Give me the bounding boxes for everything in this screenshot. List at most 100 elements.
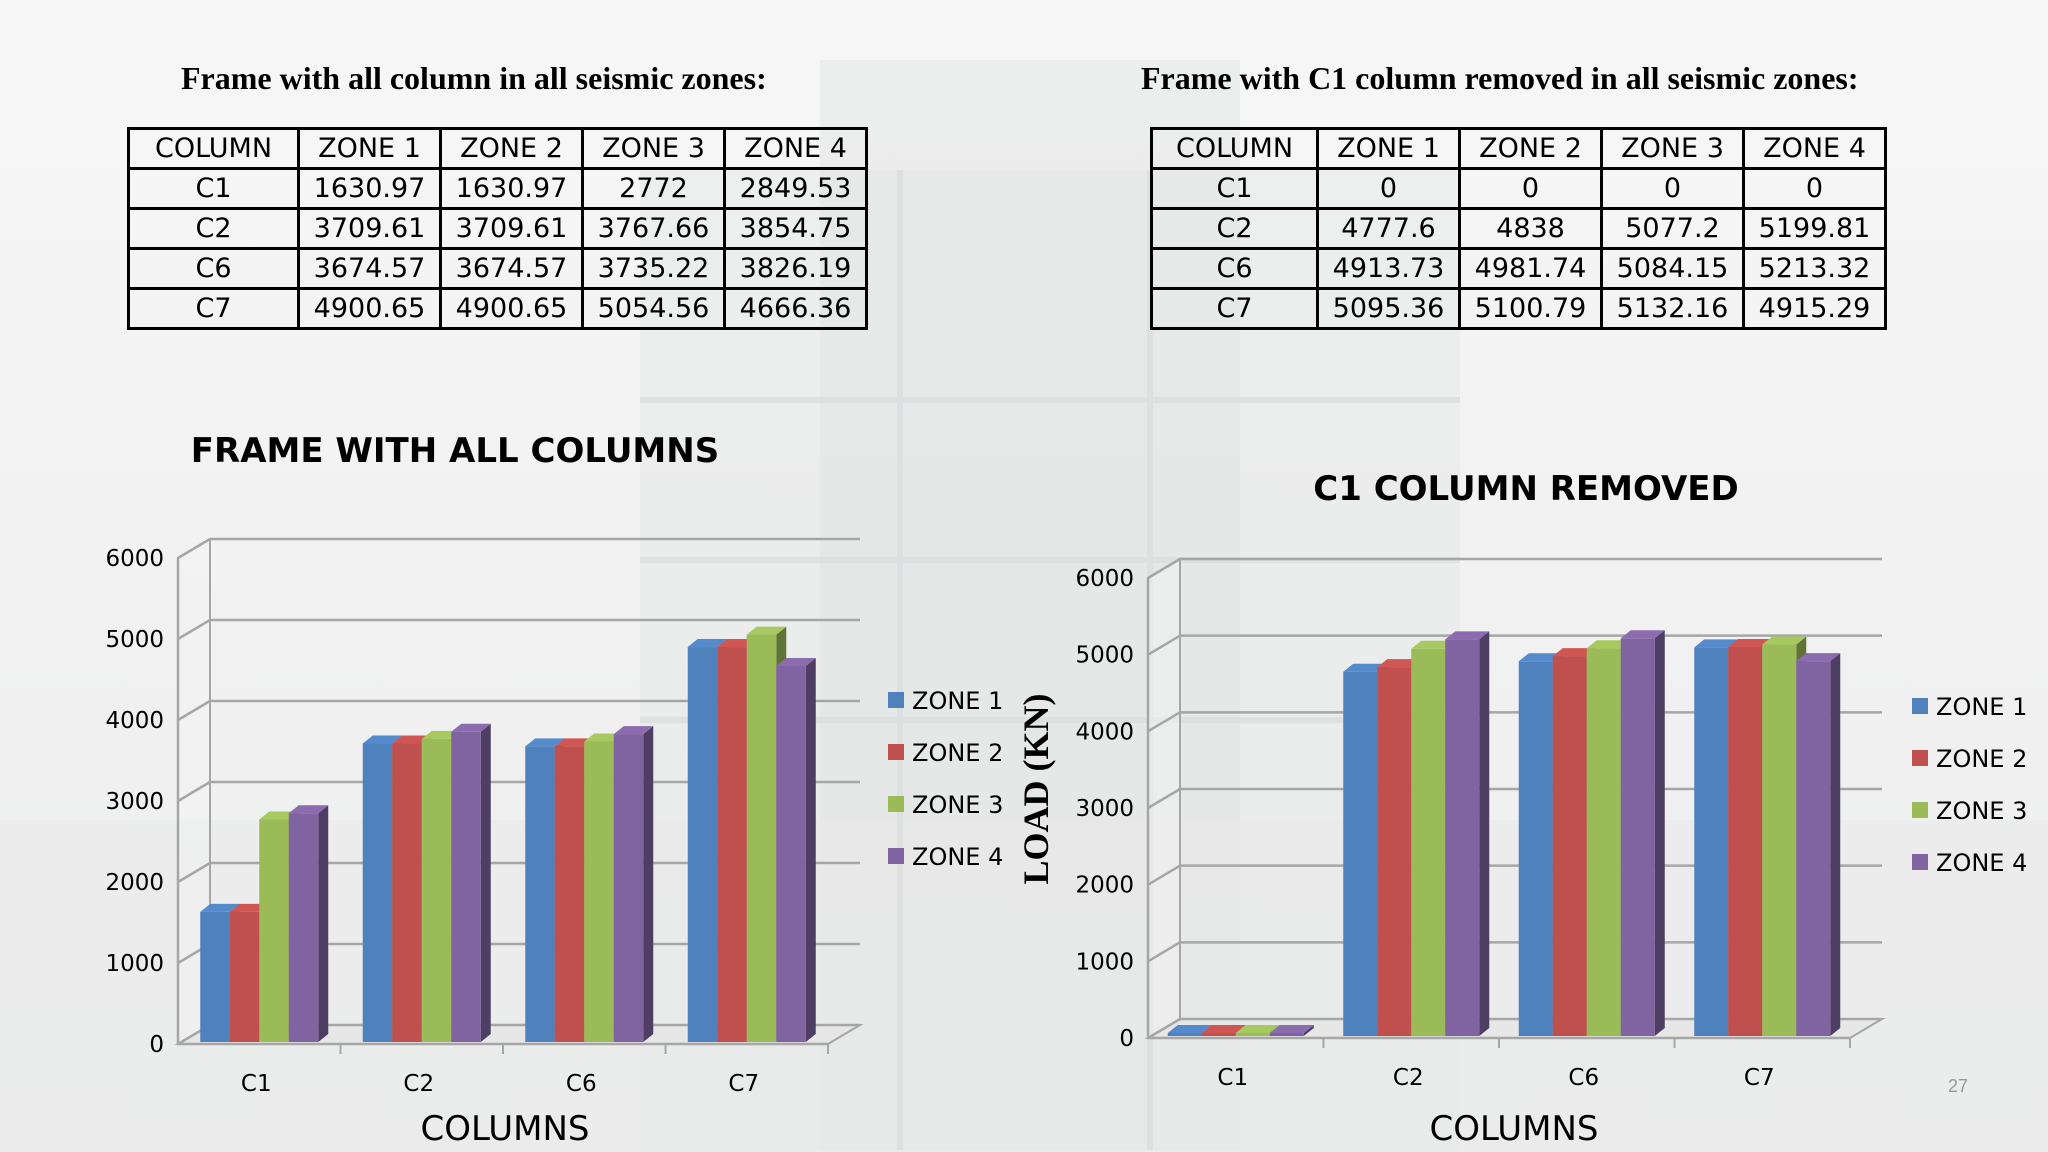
bar-side [805,658,816,1042]
bar-top [525,738,565,747]
bar-top [200,903,240,912]
bar-front [229,911,260,1042]
bar-front [200,911,230,1042]
bar-side [318,805,329,1042]
table-cell: 3709.61 [297,207,442,250]
table-cell: 0 [1458,167,1603,210]
table-header-cell: ZONE 3 [1600,127,1745,170]
bar-front [717,647,747,1042]
table-cell: 4666.36 [723,287,868,330]
bar-front [776,666,806,1042]
bar-side [1479,631,1490,1036]
table-cell: C1 [127,167,300,210]
table-cell: 0 [1600,167,1745,210]
table-row: C6 3674.57 3674.57 3735.22 3826.19 [127,247,868,290]
y-tick-label: 3000 [1075,796,1134,822]
y-tick-label: 4000 [1075,719,1134,745]
bar-front [392,743,422,1042]
table-cell: C7 [1150,287,1319,330]
bar-side [480,723,491,1042]
table-cell: 0 [1316,167,1461,210]
x-tick-label: C1 [1217,1065,1248,1091]
table-row: C2 4777.6 4838 5077.2 5199.81 [1150,207,1887,250]
gridline-depth [1147,941,1181,963]
bar-front [1269,1033,1304,1036]
bar-front [1445,639,1480,1036]
bar-top [451,723,491,732]
y-tick-label: 1000 [105,951,164,977]
legend-swatch [1912,854,1928,870]
bar-front [1167,1033,1202,1036]
bar-front [687,647,718,1042]
bar-front [1518,661,1553,1036]
bar-top [1796,653,1841,662]
table-cell: 3674.57 [439,247,584,290]
table-header-cell: ZONE 1 [1316,127,1461,170]
table-cell: 1630.97 [297,167,442,210]
y-tick-label: 4000 [105,708,164,734]
table-cell: 4777.6 [1316,207,1461,250]
x-tick-label: C7 [1744,1065,1775,1091]
bar-top [1728,638,1773,647]
table-cell: 3709.61 [439,207,584,250]
bar [613,726,654,1042]
y-tick-label: 0 [149,1032,164,1058]
bar [288,805,329,1042]
bar-top [1269,1025,1314,1033]
gridline-depth [1147,787,1181,810]
legend-swatch [888,796,904,812]
bar-top [1552,648,1597,657]
bar-front [1796,661,1831,1036]
legend-label: ZONE 4 [912,843,1003,871]
legend-label: ZONE 4 [1936,849,2027,877]
table-1-title: Frame with all column in all seismic zon… [181,60,767,96]
bar-top [1201,1025,1246,1033]
y-tick-label: 6000 [105,546,164,572]
table-cell: 4838 [1458,207,1603,250]
table-row: C7 5095.36 5100.79 5132.16 4915.29 [1150,287,1887,330]
y-tick-label: 5000 [105,627,164,653]
bar-side [643,726,654,1042]
bar-front [288,813,319,1042]
bar [1620,630,1665,1036]
table-cell: 5132.16 [1600,287,1745,330]
bar-top [1411,640,1456,649]
y-tick-label: 0 [1119,1026,1134,1052]
table-header-cell: ZONE 3 [581,127,726,170]
legend-label: ZONE 2 [912,739,1003,767]
table-row: C7 4900.65 4900.65 5054.56 4666.36 [127,287,868,330]
bar-front [584,741,614,1042]
table-2-title: Frame with C1 column removed in all seis… [1141,60,1859,96]
table-cell: 5077.2 [1600,207,1745,250]
chart-title: C1 COLUMN REMOVED [1313,469,1738,509]
gridline-depth [177,537,211,560]
legend-label: ZONE 1 [1936,693,2027,721]
bar-top [1445,631,1490,640]
bar [451,723,491,1042]
bar-side [1654,630,1665,1036]
legend-swatch [1912,750,1928,766]
bar-top [613,726,654,735]
bar [1269,1025,1314,1036]
x-axis-title: COLUMNS [421,1109,590,1149]
table-header-cell: ZONE 1 [297,127,442,170]
y-tick-label: 5000 [1075,643,1134,669]
bar-top [1343,663,1388,672]
gridline-depth [1147,557,1181,580]
table-row: C2 3709.61 3709.61 3767.66 3854.75 [127,207,868,250]
table-header-row: COLUMN ZONE 1 ZONE 2 ZONE 3 ZONE 4 [1150,127,1887,170]
y-tick-label: 3000 [105,789,164,815]
table-cell: C6 [1150,247,1319,290]
legend-swatch [1912,802,1928,818]
table-cell: 4913.73 [1316,247,1461,290]
table-row: C1 1630.97 1630.97 2772 2849.53 [127,167,868,210]
bar-top [1694,639,1739,648]
bar-front [1235,1033,1270,1036]
bar-top [288,805,329,814]
bar-front [554,746,585,1042]
gridline-depth [1147,634,1181,656]
table-row: C1 0 0 0 0 [1150,167,1887,210]
legend-label: ZONE 3 [912,791,1003,819]
bar-top [1167,1025,1212,1033]
